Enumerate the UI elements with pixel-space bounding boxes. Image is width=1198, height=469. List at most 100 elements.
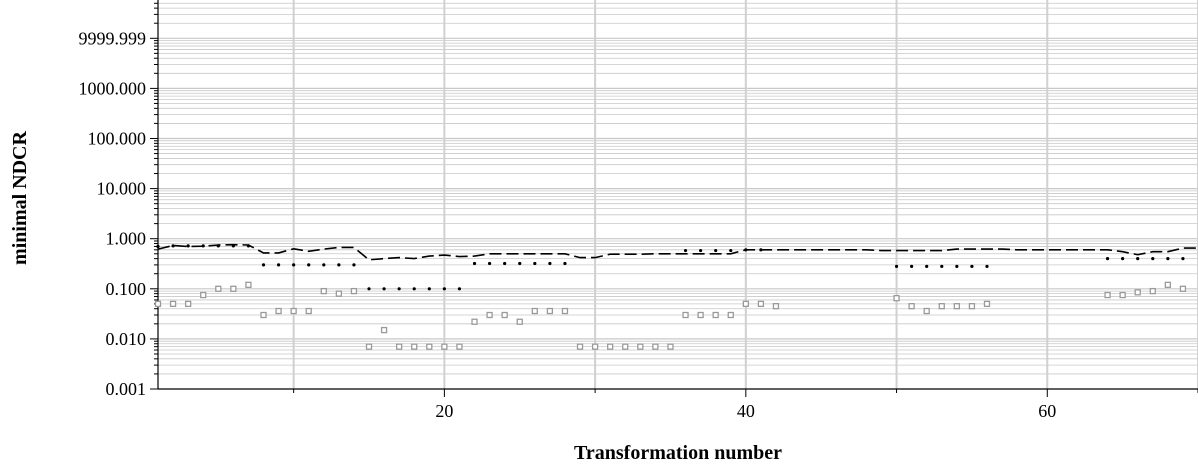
data-point (396, 343, 403, 350)
data-point (772, 303, 780, 310)
data-point (503, 261, 507, 266)
y-tick-label: 0.100 (106, 279, 147, 299)
data-point (501, 311, 508, 319)
data-point (261, 263, 266, 267)
data-point (1121, 257, 1125, 261)
data-point (201, 244, 205, 248)
data-point (487, 261, 492, 266)
data-point (184, 300, 192, 308)
data-point (953, 303, 960, 310)
series-layer (154, 243, 1198, 350)
data-point (548, 261, 552, 266)
data-point (154, 300, 162, 308)
data-point (200, 291, 207, 299)
y-tick-label: 0.001 (106, 379, 147, 399)
x-axis-title: Transformation number (574, 442, 782, 464)
data-point (968, 303, 976, 310)
data-point (290, 307, 297, 315)
y-tick-label: 1.000 (106, 229, 147, 249)
data-point (335, 290, 343, 297)
x-tick-label: 60 (1038, 401, 1056, 421)
data-point (563, 261, 567, 266)
data-point (682, 311, 689, 319)
data-point (697, 311, 704, 319)
data-point (441, 343, 448, 350)
tick-labels: 0.001 0.010 0.100 1.000 10.000 100.000 1000.00… (79, 28, 1057, 421)
data-point (231, 244, 235, 248)
data-point (186, 244, 190, 248)
data-point (382, 287, 386, 291)
data-point (1136, 257, 1140, 261)
data-point (910, 264, 914, 268)
data-point (1166, 257, 1170, 261)
data-point (246, 244, 251, 248)
data-point (230, 285, 237, 292)
data-point (757, 300, 765, 308)
data-point (337, 263, 341, 267)
data-point (727, 311, 734, 319)
data-point (1119, 291, 1126, 299)
data-point (1104, 291, 1111, 299)
data-point (472, 261, 477, 266)
data-point (305, 307, 312, 315)
data-point (275, 307, 282, 315)
data-point (1105, 257, 1110, 261)
data-point (908, 303, 915, 310)
data-point (938, 303, 945, 310)
series-1 (156, 244, 1185, 291)
data-point (1151, 257, 1155, 261)
data-point (427, 287, 431, 291)
data-point (486, 311, 493, 319)
data-point (516, 318, 523, 325)
x-tick-label: 20 (435, 401, 453, 421)
data-point (245, 281, 252, 288)
grid (158, 0, 1198, 389)
data-point (637, 343, 644, 350)
data-point (352, 263, 356, 267)
data-point (367, 287, 371, 291)
data-point (955, 264, 959, 268)
data-point (292, 263, 296, 267)
data-point (714, 248, 718, 253)
data-point (276, 263, 281, 267)
data-point (350, 287, 358, 295)
data-point (742, 300, 749, 308)
data-point (561, 307, 569, 315)
data-point (216, 244, 220, 248)
y-tick-label: 0.010 (106, 329, 147, 349)
data-point (652, 343, 659, 350)
axes (150, 0, 1198, 397)
data-point (607, 343, 614, 350)
data-point (411, 343, 418, 350)
y-tick-label: 100.000 (88, 129, 147, 149)
data-point (471, 318, 478, 325)
data-point (426, 343, 433, 350)
data-point (683, 248, 688, 253)
data-point (699, 248, 703, 253)
data-point (169, 300, 177, 308)
data-point (320, 287, 327, 295)
data-point (156, 244, 160, 249)
y-tick-label: 10.000 (97, 179, 147, 199)
data-point (894, 264, 899, 268)
data-point (215, 285, 222, 292)
data-point (667, 343, 674, 350)
data-point (322, 263, 326, 267)
data-point (380, 326, 388, 334)
data-point (893, 295, 900, 302)
data-point (759, 248, 763, 252)
data-point (970, 264, 974, 268)
data-point (456, 343, 463, 350)
x-tick-label: 40 (737, 401, 755, 421)
data-point (546, 307, 554, 315)
series-2 (154, 281, 1187, 350)
series-0 (157, 243, 1198, 261)
data-point (412, 287, 416, 291)
y-axis-title: minimal NDCR (9, 131, 31, 265)
data-point (591, 343, 599, 350)
data-point (171, 244, 175, 248)
data-point (1164, 281, 1172, 288)
data-point (457, 287, 462, 291)
y-tick-label: 1000.000 (79, 78, 147, 98)
